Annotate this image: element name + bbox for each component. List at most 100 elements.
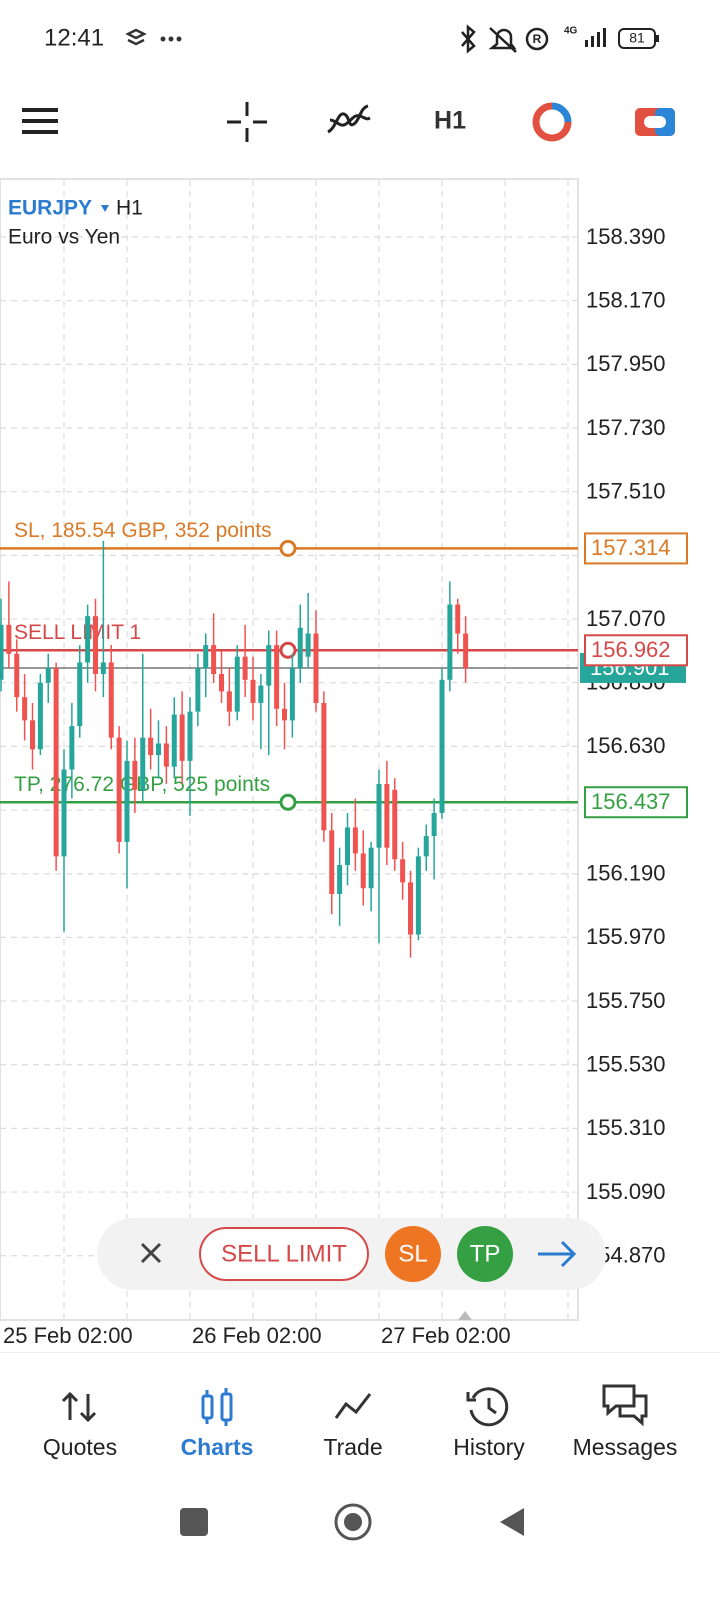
- order-type[interactable]: SELL LIMIT: [221, 1240, 347, 1267]
- candle-body: [447, 604, 453, 680]
- candle-body: [289, 668, 295, 721]
- y-tick-label: 156.190: [586, 861, 666, 886]
- candle-body: [53, 668, 59, 857]
- candle-body: [77, 662, 83, 727]
- sl-button[interactable]: [385, 1226, 441, 1282]
- tp-button[interactable]: [457, 1226, 513, 1282]
- y-tick-label: 157.950: [586, 351, 666, 376]
- candle-body: [171, 714, 177, 767]
- symbol[interactable]: EURJPY: [8, 197, 92, 220]
- candle-body: [132, 760, 138, 790]
- candle-body: [14, 653, 20, 698]
- android-back[interactable]: [500, 1508, 524, 1536]
- candle-body: [313, 633, 319, 703]
- android-home-dot: [344, 1513, 362, 1531]
- android-home[interactable]: [334, 1503, 372, 1541]
- level-handle[interactable]: [279, 641, 297, 659]
- candle-body: [250, 679, 256, 703]
- candle-body: [203, 645, 209, 669]
- nav-label[interactable]: Messages: [573, 1434, 678, 1460]
- candle-body: [6, 624, 12, 654]
- mute-icon: [488, 27, 517, 53]
- level-handle[interactable]: [279, 793, 297, 811]
- scroll-handle[interactable]: [458, 1311, 472, 1320]
- candle-body: [376, 784, 382, 848]
- r-icon-text: R: [533, 32, 542, 46]
- level-price-box: [584, 634, 688, 667]
- timeframe-button[interactable]: H1: [434, 107, 466, 135]
- candle-body: [100, 662, 106, 675]
- candle-body: [108, 662, 114, 738]
- close-button[interactable]: [140, 1242, 162, 1264]
- candle-body: [352, 827, 358, 854]
- candle-body: [116, 737, 122, 842]
- level-handle[interactable]: [279, 539, 297, 557]
- candle-body: [187, 711, 193, 761]
- level-price-label: 157.314: [591, 535, 671, 560]
- nav-label[interactable]: Trade: [323, 1434, 382, 1460]
- candle-body: [431, 812, 437, 837]
- candle-body: [321, 702, 327, 831]
- status-icon: [168, 36, 174, 42]
- signal-bar: [591, 36, 594, 47]
- order-type-button[interactable]: [199, 1227, 369, 1281]
- candle-body: [384, 784, 390, 848]
- y-tick-label: 155.090: [586, 1179, 666, 1204]
- candle-body: [124, 760, 130, 842]
- android-recents[interactable]: [180, 1508, 208, 1536]
- candle-body: [329, 830, 335, 894]
- x-tick-label: 27 Feb 02:00: [381, 1323, 511, 1348]
- signal-bar: [597, 32, 600, 47]
- candle-body: [219, 674, 224, 692]
- y-tick-label: 155.750: [586, 988, 666, 1013]
- nav-divider: [0, 1352, 720, 1353]
- battery-tip: [656, 35, 659, 42]
- signal-bar: [585, 40, 588, 47]
- tp-label[interactable]: TP: [470, 1240, 501, 1267]
- network-type: 4G: [564, 26, 578, 37]
- nav-label[interactable]: Charts: [181, 1434, 254, 1460]
- nav-icon: [201, 1388, 233, 1426]
- candle-body: [297, 627, 303, 669]
- trade-button[interactable]: [532, 102, 572, 142]
- battery: [618, 28, 656, 49]
- candle-body: [439, 679, 445, 813]
- next-button[interactable]: [538, 1240, 577, 1268]
- nav-label[interactable]: History: [453, 1434, 525, 1460]
- candle-body: [455, 604, 461, 634]
- signal-bar: [603, 28, 606, 47]
- indicators-button[interactable]: [327, 104, 371, 134]
- candle-body: [93, 616, 98, 675]
- candle-body: [69, 726, 75, 770]
- candle-body: [30, 720, 35, 750]
- candle-body: [140, 737, 146, 790]
- battery-level: 81: [629, 30, 645, 46]
- symbol-dropdown[interactable]: [101, 205, 109, 212]
- candle-body: [61, 769, 67, 857]
- candle-body: [258, 685, 264, 703]
- candle-body: [360, 853, 366, 889]
- sl-label[interactable]: SL: [398, 1240, 427, 1267]
- nav-icon: [334, 1393, 372, 1419]
- y-tick-label: 155.970: [586, 924, 666, 949]
- x-tick-label: 26 Feb 02:00: [192, 1323, 322, 1348]
- candle-body: [400, 859, 406, 883]
- chart-timeframe: H1: [116, 197, 143, 220]
- candle-body: [22, 697, 28, 721]
- y-tick-label: 157.730: [586, 415, 666, 440]
- symbol-description: Euro vs Yen: [8, 226, 120, 249]
- y-tick-label: 155.310: [586, 1115, 666, 1140]
- crosshair-button[interactable]: [227, 102, 267, 142]
- oneclick-button[interactable]: [635, 108, 675, 136]
- candle-body: [415, 856, 421, 935]
- candle-body: [345, 827, 350, 866]
- level-price-label: 156.437: [591, 789, 671, 814]
- candle-body: [242, 656, 248, 680]
- candle-body: [282, 708, 287, 721]
- menu-button[interactable]: [22, 108, 58, 134]
- nav-label[interactable]: Quotes: [43, 1434, 117, 1460]
- candle-body: [463, 633, 469, 669]
- nav-icon: [602, 1384, 648, 1427]
